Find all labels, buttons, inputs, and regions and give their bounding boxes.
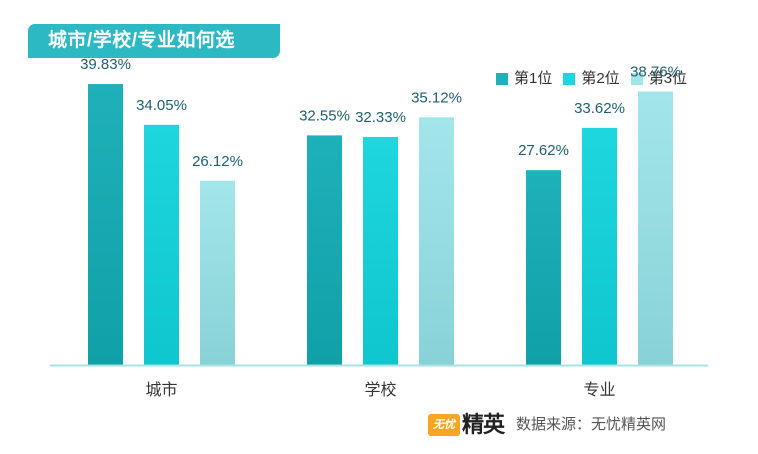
category-labels-layer: 城市 学校 专业 (145, 381, 615, 399)
legend-item-2: 第2位 (563, 70, 620, 88)
bar-3-2 (582, 127, 617, 365)
bar-1-3 (200, 180, 235, 365)
category-label-1: 城市 (145, 381, 177, 399)
bars-layer (88, 84, 673, 366)
bar-2-2 (363, 136, 398, 365)
bar-3-1 (526, 170, 561, 365)
legend-label-3: 第3位 (648, 70, 688, 87)
value-label-1-3: 26.12% (192, 153, 243, 170)
value-label-2-2: 32.33% (355, 109, 406, 126)
bar-3-3 (638, 91, 673, 365)
legend-label-2: 第2位 (581, 70, 620, 87)
bar-1-1 (88, 84, 123, 366)
category-label-3: 专业 (583, 381, 615, 399)
legend-item-1: 第1位 (496, 70, 552, 88)
value-label-3-1: 27.62% (518, 142, 569, 159)
bar-1-2 (144, 124, 179, 365)
value-label-3-2: 33.62% (574, 100, 625, 117)
value-label-2-1: 32.55% (299, 107, 350, 124)
value-label-2-3: 35.12% (411, 89, 462, 106)
value-label-1-2: 34.05% (136, 97, 187, 114)
legend-swatch-3 (630, 73, 643, 85)
legend-label-1: 第1位 (514, 70, 553, 87)
legend-swatch-2 (563, 73, 576, 85)
value-labels-layer: 39.83% 34.05% 26.12% 32.55% 32.33% 35.12% 27.6… (80, 56, 681, 170)
chart-title: 城市/学校/专业如何选 (28, 24, 280, 58)
value-label-3-3: 38.76% (630, 64, 681, 81)
bar-2-1 (307, 135, 342, 365)
legend: 第1位 第2位 第3位 (496, 70, 687, 88)
legend-swatch-1 (496, 73, 508, 85)
legend-item-3: 第3位 (630, 70, 688, 88)
logo-badge: 无忧 (428, 414, 460, 436)
source-text: 数据来源：无忧精英网 (516, 416, 667, 433)
bar-2-3 (419, 117, 454, 365)
category-label-2: 学校 (364, 381, 396, 399)
footer-source: 无忧 精英 数据来源：无忧精英网 (428, 412, 666, 438)
value-label-1-1: 39.83% (80, 56, 131, 73)
logo-text: 精英 (462, 412, 505, 437)
